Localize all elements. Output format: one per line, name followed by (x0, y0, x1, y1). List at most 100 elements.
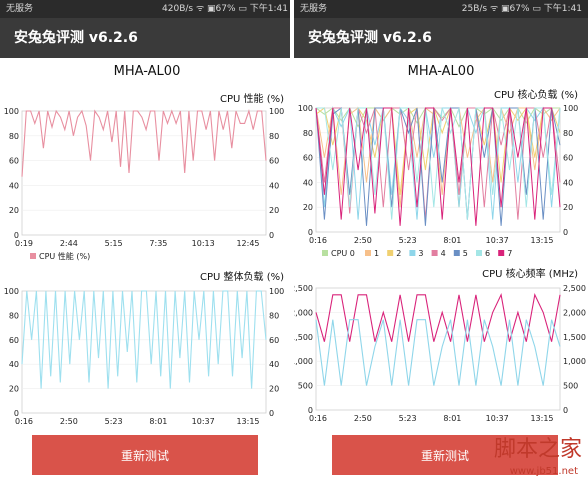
y-tick-label-right: 0 (269, 409, 274, 418)
x-tick-label: 0:19 (15, 239, 33, 248)
y-tick-label-left: 2,000 (294, 308, 313, 317)
content-area: MHA-AL00 CPU 核心负载 (%) 0 0 20 20 40 40 60 60 80 80… (294, 58, 588, 483)
y-tick-label-left: 0 (308, 406, 313, 415)
cpu-load-title: CPU 整体负载 (%) (200, 272, 284, 283)
right-screen: 无服务 25B/s ᯤ ▣67% ▭ 下午1:41 安兔兔评测 v6.2.6 M… (294, 0, 588, 483)
y-tick-label-left: 60 (303, 154, 313, 163)
core-load-title: CPU 核心负载 (%) (494, 90, 578, 101)
cpu-perf-title: CPU 性能 (%) (220, 94, 284, 105)
y-tick-label-right: 100 (563, 104, 578, 113)
plot-frame (315, 107, 561, 233)
series-line-0 (21, 109, 267, 177)
y-tick-label-right: 20 (269, 206, 279, 215)
core-freq-title: CPU 核心频率 (MHz) (482, 269, 578, 280)
y-tick-label-left: 100 (4, 287, 19, 296)
y-tick-label-left: 40 (9, 181, 19, 190)
y-tick-label-right: 60 (563, 154, 573, 163)
x-tick-label: 10:37 (192, 417, 215, 426)
x-tick-label: 2:44 (60, 239, 78, 248)
y-tick-label-left: 80 (9, 311, 19, 320)
legend-label: 1 (374, 249, 379, 258)
y-tick-label-left: 20 (9, 385, 19, 394)
y-tick-label-right: 0 (269, 231, 274, 240)
x-tick-label: 10:37 (486, 414, 509, 423)
x-tick-label: 2:50 (60, 417, 78, 426)
app-bar: 安兔兔评测 v6.2.6 (0, 18, 294, 58)
y-tick-label-right: 40 (563, 178, 573, 187)
y-tick-label-right: 1,500 (563, 333, 586, 342)
legend-swatch (322, 250, 328, 256)
y-tick-label-right: 80 (269, 311, 279, 320)
y-tick-label-right: 40 (269, 360, 279, 369)
y-tick-label-left: 500 (298, 382, 313, 391)
legend-label: 3 (418, 249, 423, 258)
legend-label: 6 (485, 249, 490, 258)
legend-label: 2 (396, 249, 401, 258)
y-tick-label-left: 100 (4, 107, 19, 116)
x-tick-label: 8:01 (149, 417, 167, 426)
app-bar: 安兔兔评测 v6.2.6 (294, 18, 588, 58)
cpu-perf-chart: 0 0 20 20 40 40 60 60 80 80 100 100 0:19 2:44 5:15 7:35… (4, 107, 285, 261)
y-tick-label-right: 0 (563, 228, 568, 237)
y-tick-label-right: 500 (563, 382, 578, 391)
legend-swatch (453, 250, 460, 256)
app-title: 安兔兔评测 v6.2.6 (308, 30, 432, 46)
legend-swatch (409, 250, 416, 256)
y-tick-label-left: 0 (14, 409, 19, 418)
x-tick-label: 7:35 (149, 239, 167, 248)
y-tick-label-left: 60 (9, 336, 19, 345)
x-tick-label: 13:15 (530, 414, 553, 423)
y-tick-label-left: 20 (9, 206, 19, 215)
y-tick-label-right: 2,000 (563, 308, 586, 317)
y-tick-label-left: 0 (308, 228, 313, 237)
y-tick-label-left: 20 (303, 203, 313, 212)
y-tick-label-right: 60 (269, 336, 279, 345)
y-tick-label-right: 100 (269, 107, 284, 116)
legend-swatch (387, 250, 394, 256)
retest-button[interactable]: 重新测试 (332, 435, 558, 475)
x-tick-label: 12:45 (236, 239, 259, 248)
y-tick-label-left: 80 (303, 129, 313, 138)
y-tick-label-right: 80 (563, 129, 573, 138)
carrier-text: 无服务 (300, 4, 328, 14)
x-tick-label: 2:50 (354, 414, 372, 423)
y-tick-label-left: 60 (9, 157, 19, 166)
device-name: MHA-AL00 (113, 64, 181, 79)
y-tick-label-right: 60 (269, 157, 279, 166)
core-freq-chart: 0 0 500 500 1,000 1,000 1,500 1,500 2,000 2,000 2,… (294, 284, 586, 423)
y-tick-label-left: 1,500 (294, 333, 313, 342)
x-tick-label: 8:01 (443, 414, 461, 423)
y-tick-label-right: 1,000 (563, 357, 586, 366)
x-tick-label: 5:23 (105, 417, 123, 426)
x-tick-label: 8:01 (443, 236, 461, 245)
x-tick-label: 13:15 (236, 417, 259, 426)
x-tick-label: 0:16 (309, 414, 327, 423)
left-screen: 无服务 420B/s ᯤ ▣67% ▭ 下午1:41 安兔兔评测 v6.2.6 … (0, 0, 294, 483)
status-right: 420B/s ᯤ ▣67% ▭ 下午1:41 (162, 4, 288, 14)
y-tick-label-left: 0 (14, 231, 19, 240)
x-tick-label: 5:23 (399, 236, 417, 245)
legend-label: 7 (507, 249, 512, 258)
status-bar: 无服务 25B/s ᯤ ▣67% ▭ 下午1:41 (294, 0, 588, 18)
y-tick-label-left: 40 (9, 360, 19, 369)
content-area: MHA-AL00 CPU 性能 (%) 0 0 20 20 40 40 60 60 80 80 10… (0, 58, 294, 483)
y-tick-label-right: 40 (269, 181, 279, 190)
x-tick-label: 10:37 (486, 236, 509, 245)
y-tick-label-right: 100 (269, 287, 284, 296)
legend-label: 4 (441, 249, 446, 258)
legend-swatch (431, 250, 438, 256)
y-tick-label-left: 80 (9, 132, 19, 141)
y-tick-label-right: 20 (269, 385, 279, 394)
device-name: MHA-AL00 (407, 64, 475, 79)
y-tick-label-right: 20 (563, 203, 573, 212)
x-tick-label: 13:15 (530, 236, 553, 245)
y-tick-label-left: 1,000 (294, 357, 313, 366)
plot-frame (315, 287, 561, 411)
series-line-0 (21, 290, 267, 389)
cpu-load-chart: 0 0 20 20 40 40 60 60 80 80 100 100 0:16 2:50 5:23 8:01… (4, 287, 285, 426)
series-line-7 (315, 107, 561, 226)
y-tick-label-right: 0 (563, 406, 568, 415)
retest-button[interactable]: 重新测试 (32, 435, 258, 475)
y-tick-label-right: 2,500 (563, 284, 586, 293)
legend-label: 5 (463, 249, 468, 258)
